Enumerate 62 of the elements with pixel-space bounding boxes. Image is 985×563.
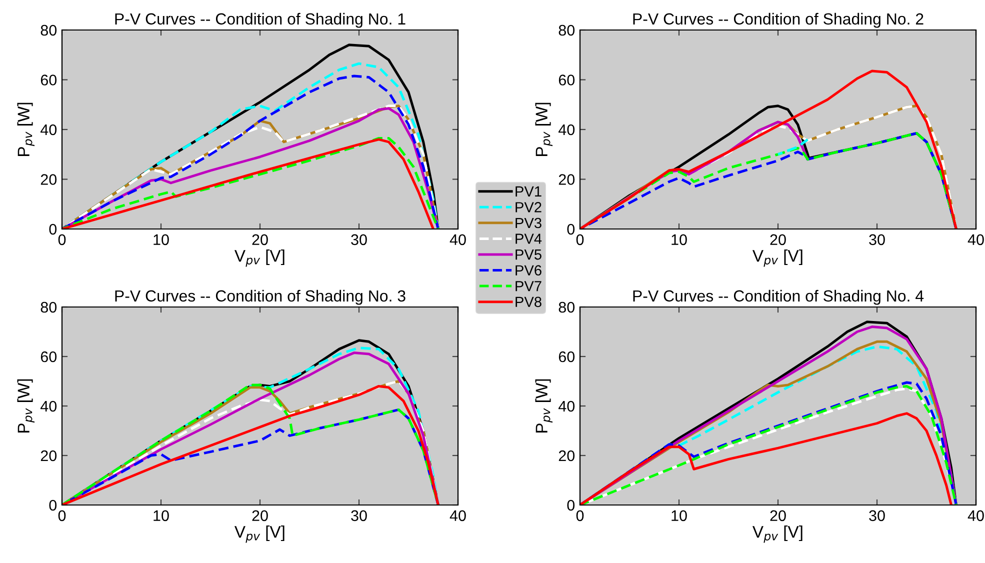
legend-label: PV2 bbox=[516, 202, 542, 212]
x-tick-label: 20 bbox=[770, 510, 786, 522]
legend-label: PV8 bbox=[516, 296, 542, 308]
y-tick-label: 20 bbox=[40, 450, 57, 462]
x-tick-label: 20 bbox=[770, 234, 786, 246]
legend-label: PV6 bbox=[516, 265, 542, 276]
y-tick-label: 60 bbox=[558, 74, 575, 86]
x-tick-label: 0 bbox=[58, 510, 66, 522]
y-tick-label: 0 bbox=[49, 500, 57, 511]
x-tick-label: 10 bbox=[672, 510, 687, 522]
x-axis-title: V$_{pv}$ [V] bbox=[234, 249, 284, 267]
y-axis-title: P$_{pv}$ [W] bbox=[17, 379, 34, 432]
legend-label: PV5 bbox=[516, 250, 542, 260]
y-tick-label: 80 bbox=[40, 302, 57, 313]
y-axis-title: P$_{pv}$ [W] bbox=[535, 102, 552, 156]
chart-title: P-V Curves -- Condition of Shading No. 1 bbox=[115, 12, 406, 28]
y-tick-label: 80 bbox=[40, 24, 57, 36]
legend-label: PV3 bbox=[516, 218, 542, 228]
y-tick-label: 40 bbox=[558, 400, 575, 412]
x-tick-label: 30 bbox=[351, 510, 367, 522]
y-tick-label: 60 bbox=[558, 351, 575, 362]
y-tick-label: 0 bbox=[49, 224, 57, 235]
x-axis-title: V$_{pv}$ [V] bbox=[752, 249, 802, 267]
x-tick-label: 0 bbox=[576, 510, 584, 522]
x-axis-title: V$_{pv}$ [V] bbox=[752, 525, 802, 543]
x-tick-label: 40 bbox=[968, 234, 984, 246]
chart-title: P-V Curves -- Condition of Shading No. 4 bbox=[633, 290, 924, 305]
legend-label: PV1 bbox=[516, 186, 542, 196]
line-series bbox=[580, 70, 958, 229]
x-tick-label: 20 bbox=[252, 510, 268, 522]
y-tick-label: 20 bbox=[558, 450, 575, 462]
x-tick-label: 30 bbox=[869, 510, 885, 522]
chart-title: P-V Curves -- Condition of Shading No. 3 bbox=[115, 290, 406, 305]
y-tick-label: 60 bbox=[40, 351, 57, 362]
x-tick-label: 10 bbox=[154, 234, 169, 246]
chart-title: P-V Curves -- Condition of Shading No. 2 bbox=[633, 12, 924, 28]
x-tick-label: 30 bbox=[351, 234, 367, 246]
x-tick-label: 40 bbox=[450, 510, 466, 522]
x-tick-label: 0 bbox=[58, 234, 66, 246]
x-tick-label: 0 bbox=[576, 234, 584, 246]
y-tick-label: 40 bbox=[40, 124, 57, 136]
x-axis-title: V$_{pv}$ [V] bbox=[234, 525, 284, 543]
y-tick-label: 80 bbox=[558, 24, 575, 36]
x-tick-label: 30 bbox=[869, 234, 885, 246]
legend-label: PV4 bbox=[516, 234, 542, 244]
y-tick-label: 40 bbox=[40, 400, 57, 412]
y-tick-label: 60 bbox=[40, 74, 57, 86]
x-tick-label: 10 bbox=[154, 510, 169, 522]
x-tick-label: 20 bbox=[252, 234, 268, 246]
y-tick-label: 20 bbox=[558, 174, 575, 185]
y-tick-label: 80 bbox=[558, 302, 575, 313]
x-tick-label: 10 bbox=[672, 234, 687, 246]
y-axis-title: P$_{pv}$ [W] bbox=[17, 102, 34, 156]
line-series bbox=[580, 412, 952, 505]
y-tick-label: 0 bbox=[567, 224, 575, 235]
legend-label: PV7 bbox=[516, 281, 542, 292]
y-tick-label: 0 bbox=[567, 500, 575, 511]
y-tick-label: 20 bbox=[40, 174, 57, 185]
y-tick-label: 40 bbox=[558, 124, 575, 136]
x-tick-label: 40 bbox=[968, 510, 984, 522]
y-axis-title: P$_{pv}$ [W] bbox=[535, 379, 552, 432]
x-tick-label: 40 bbox=[450, 234, 466, 246]
